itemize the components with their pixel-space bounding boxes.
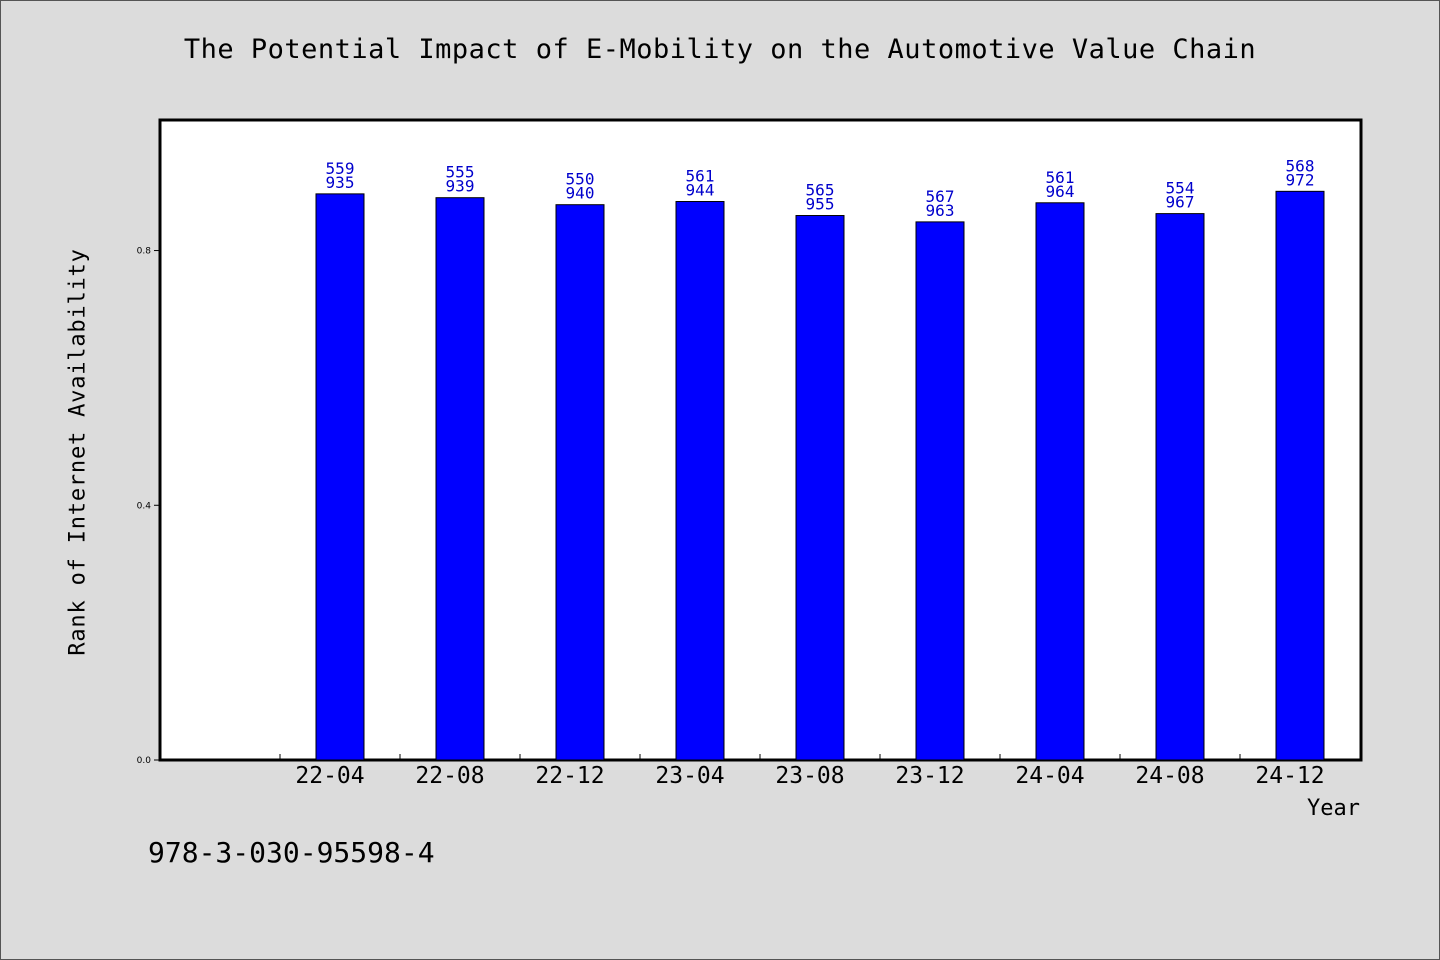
bar-label-top: 559 <box>326 159 355 178</box>
bar <box>555 204 605 761</box>
x-tick-label: 24-08 <box>1135 763 1204 789</box>
chart-title: The Potential Impact of E-Mobility on th… <box>183 34 1257 65</box>
bar-label-bottom: 964 <box>1046 182 1075 201</box>
bar-label-bottom: 944 <box>686 181 715 200</box>
y-axis-ticks: 0.0 0.4 0.8 <box>137 247 160 766</box>
bar-label-bottom: 935 <box>326 173 355 192</box>
bar-label-bottom: 940 <box>566 184 595 203</box>
bar-label-bottom: 955 <box>806 195 835 214</box>
bar <box>795 215 845 761</box>
bar <box>435 197 485 761</box>
bar-label-top: 550 <box>566 170 595 189</box>
bar-label-top: 554 <box>1166 179 1195 198</box>
bar-label-top: 565 <box>806 181 835 200</box>
x-tick-label: 24-12 <box>1255 763 1324 789</box>
bar <box>315 193 365 761</box>
y-tick-label: 0.4 <box>137 501 152 511</box>
bar-label-bottom: 963 <box>926 201 955 220</box>
bar <box>1035 202 1085 761</box>
isbn-caption: 978-3-030-95598-4 <box>148 836 435 869</box>
bar <box>1155 213 1205 761</box>
bar-label-bottom: 972 <box>1286 170 1315 189</box>
bars <box>315 190 1325 761</box>
y-tick-label: 0.0 <box>137 756 152 766</box>
bar-label-top: 555 <box>446 163 475 182</box>
x-tick-label: 22-08 <box>415 763 484 789</box>
x-tick-label: 23-08 <box>775 763 844 789</box>
bar-label-top: 568 <box>1286 156 1315 175</box>
x-tick-label: 22-12 <box>535 763 604 789</box>
bar <box>1275 190 1325 761</box>
x-tick-label: 24-04 <box>1015 763 1084 789</box>
bar-label-bottom: 967 <box>1166 193 1195 212</box>
y-tick-label: 0.8 <box>137 247 152 257</box>
x-axis-ticks: 22-04 22-08 22-12 23-04 23-08 23-12 24-04 24-08… <box>279 754 1361 789</box>
bar <box>915 221 965 761</box>
bar-label-top: 561 <box>686 167 715 186</box>
x-axis-label: Year <box>1307 796 1360 821</box>
bar-label-top: 567 <box>926 187 955 206</box>
x-tick-label: 23-12 <box>895 763 964 789</box>
bar <box>675 201 725 761</box>
x-tick-label: 23-04 <box>655 763 724 789</box>
x-tick-label: 22-04 <box>295 763 364 789</box>
bar-label-bottom: 939 <box>446 177 475 196</box>
bar-label-top: 561 <box>1046 168 1075 187</box>
